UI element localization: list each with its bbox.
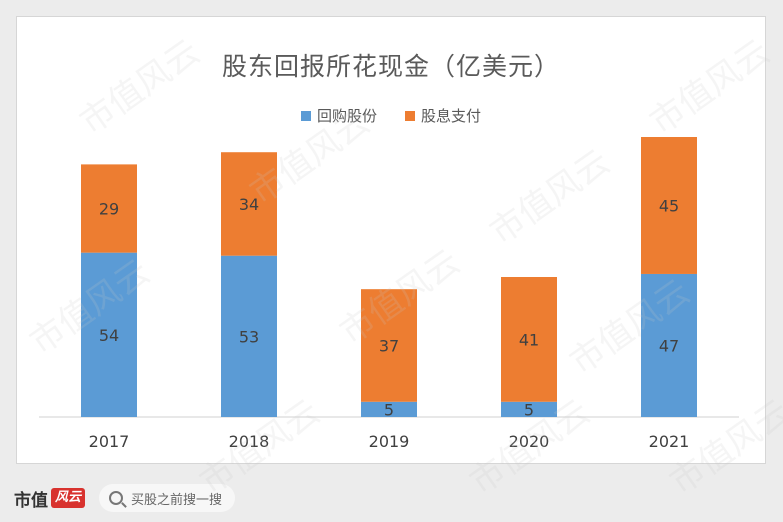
bar-dividend-2018 [221, 152, 277, 256]
legend-label-buyback: 回购股份 [316, 107, 377, 125]
chart-plot: 54 29 2017 53 34 2018 5 37 2019 5 41 2020 47 45 2021 [39, 137, 739, 451]
search-icon [109, 491, 124, 505]
bar-dividend-2020 [501, 277, 557, 402]
data-label-dividend-2019: 37 [379, 336, 399, 355]
brand-logo[interactable]: 市值 风云 [14, 486, 86, 511]
chart-card: 股东回报所花现金（亿美元） 回购股份 股息支付 54 29 2017 53 34 2018… [16, 16, 766, 464]
search-input[interactable]: 买股之前搜一搜 [99, 484, 236, 512]
chart-title: 股东回报所花现金（亿美元） [221, 52, 560, 81]
bar-buyback-2021 [641, 273, 697, 417]
x-tick-label-2017: 2017 [89, 432, 130, 451]
legend: 回购股份 股息支付 [17, 105, 765, 126]
data-label-dividend-2020: 41 [519, 330, 539, 349]
data-label-dividend-2017: 29 [99, 200, 119, 219]
data-label-buyback-2020: 5 [524, 400, 534, 419]
x-tick-label-2020: 2020 [509, 432, 550, 451]
footer: 市值 风云 买股之前搜一搜 [0, 474, 783, 522]
legend-item-dividend: 股息支付 [405, 105, 481, 126]
bar-buyback-2018 [221, 255, 277, 417]
bar-buyback-2019 [361, 401, 417, 417]
data-label-dividend-2018: 34 [239, 195, 259, 214]
data-label-buyback-2017: 54 [99, 326, 119, 345]
x-tick-label-2019: 2019 [369, 432, 410, 451]
brand-mark: 风云 [51, 488, 86, 508]
data-label-buyback-2018: 53 [239, 327, 259, 346]
search-placeholder: 买股之前搜一搜 [131, 492, 223, 508]
bar-dividend-2019 [361, 289, 417, 402]
bar-buyback-2020 [501, 401, 557, 417]
legend-label-dividend: 股息支付 [421, 107, 482, 125]
data-label-dividend-2021: 45 [659, 196, 679, 215]
legend-swatch-buyback [300, 110, 311, 121]
bar-buyback-2017 [81, 252, 137, 417]
x-tick-label-2018: 2018 [229, 432, 270, 451]
bar-dividend-2021 [641, 137, 697, 274]
data-label-buyback-2021: 47 [659, 336, 679, 355]
legend-item-buyback: 回购股份 [300, 105, 377, 126]
legend-swatch-dividend [405, 110, 415, 121]
bar-dividend-2017 [81, 164, 137, 253]
data-label-buyback-2019: 5 [384, 400, 394, 419]
brand-name: 市值 [14, 490, 48, 511]
x-tick-label-2021: 2021 [649, 432, 690, 451]
